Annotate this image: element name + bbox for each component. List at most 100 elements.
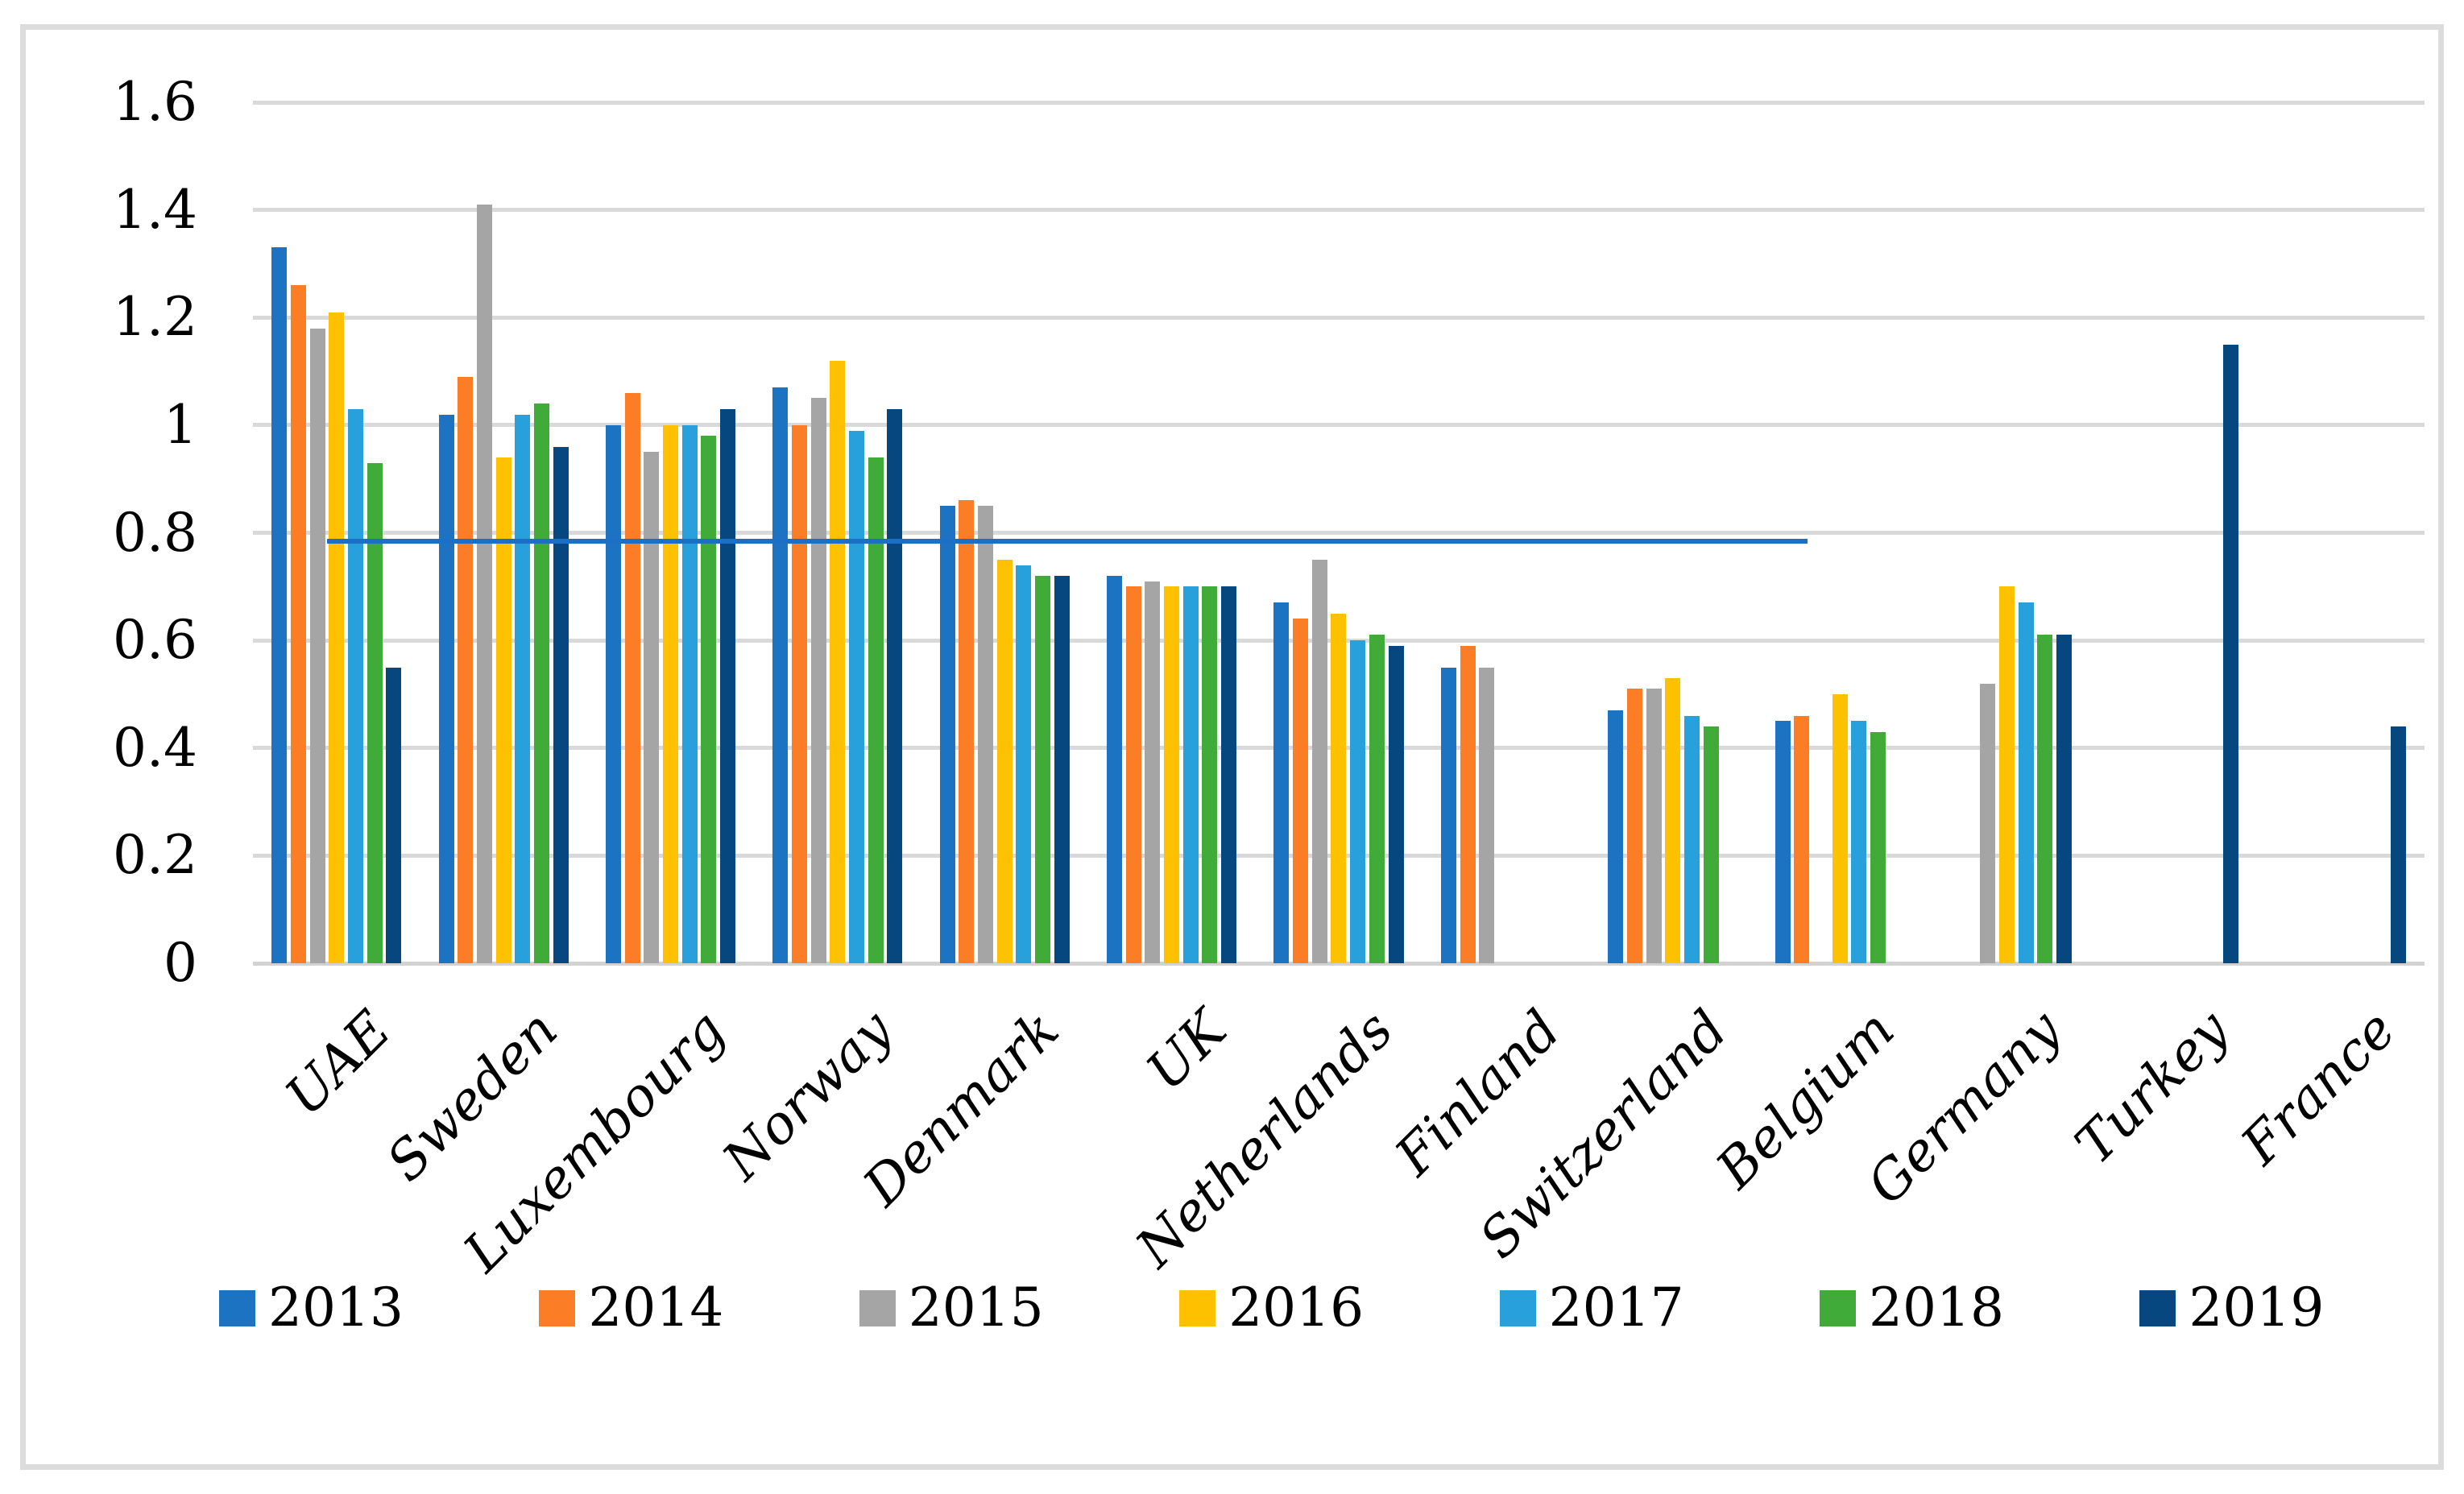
- gridline-0.8: [253, 531, 2425, 535]
- bar-switzerland-2017: [1683, 715, 1700, 963]
- category-group-luxembourg: [587, 102, 754, 963]
- bar-uae-2017: [347, 408, 363, 963]
- legend-swatch-2018: [1820, 1289, 1856, 1326]
- bar-belgium-2016: [1832, 693, 1848, 963]
- bar-finland-2015: [1479, 667, 1495, 963]
- bar-denmark-2013: [939, 506, 955, 963]
- gridline-1.2: [253, 315, 2425, 320]
- bar-sweden-2016: [495, 457, 511, 963]
- bar-uae-2016: [329, 312, 345, 963]
- bar-norway-2019: [887, 408, 903, 963]
- bar-luxembourg-2016: [662, 424, 678, 963]
- bar-netherlands-2018: [1369, 635, 1385, 963]
- category-group-norway: [754, 102, 921, 963]
- bar-switzerland-2013: [1608, 710, 1624, 963]
- bar-france-2019: [2390, 726, 2406, 963]
- bar-norway-2013: [772, 387, 789, 963]
- bar-netherlands-2015: [1311, 559, 1327, 963]
- gridline-1.4: [253, 208, 2425, 213]
- y-tick-label-0.4: 0.4: [113, 716, 197, 779]
- legend-swatch-2013: [219, 1289, 255, 1326]
- category-group-uk: [1088, 102, 1255, 963]
- category-group-france: [2258, 102, 2425, 963]
- category-group-germany: [1924, 102, 2090, 963]
- bar-uae-2014: [290, 285, 306, 963]
- bar-uk-2015: [1145, 581, 1161, 963]
- legend-swatch-2016: [1179, 1289, 1216, 1326]
- bar-switzerland-2014: [1626, 689, 1642, 963]
- bar-uk-2017: [1182, 586, 1199, 963]
- bar-germany-2016: [1999, 586, 2015, 963]
- bar-denmark-2017: [1016, 565, 1032, 963]
- bar-denmark-2015: [978, 506, 994, 963]
- bar-finland-2013: [1440, 667, 1456, 963]
- legend-swatch-2014: [539, 1289, 576, 1326]
- y-tick-label-1: 1: [164, 393, 197, 456]
- bar-uk-2018: [1202, 586, 1218, 963]
- bar-belgium-2017: [1851, 721, 1867, 963]
- bar-germany-2017: [2018, 602, 2034, 963]
- bar-luxembourg-2014: [624, 392, 640, 963]
- bar-belgium-2014: [1794, 715, 1810, 963]
- bar-netherlands-2013: [1273, 602, 1290, 963]
- category-group-denmark: [921, 102, 1088, 963]
- bar-norway-2016: [830, 360, 846, 963]
- bar-netherlands-2016: [1331, 613, 1347, 963]
- bar-uk-2013: [1107, 575, 1123, 963]
- bar-switzerland-2018: [1703, 726, 1719, 963]
- bar-switzerland-2016: [1665, 677, 1681, 963]
- bar-norway-2015: [810, 398, 826, 963]
- bar-sweden-2017: [515, 414, 531, 963]
- y-tick-label-0: 0: [164, 932, 197, 994]
- bar-sweden-2013: [438, 414, 454, 963]
- bar-luxembourg-2018: [701, 436, 717, 963]
- category-group-finland: [1422, 102, 1589, 963]
- chart-border-frame: [20, 24, 2444, 1470]
- legend-item-2016: 2016: [1179, 1277, 1365, 1339]
- legend-item-2015: 2015: [859, 1277, 1044, 1339]
- y-tick-label-1.2: 1.2: [113, 286, 197, 349]
- bar-germany-2015: [1980, 683, 1996, 963]
- legend-item-2017: 2017: [1499, 1281, 1684, 1335]
- bar-luxembourg-2019: [720, 408, 736, 963]
- bar-germany-2018: [2037, 635, 2053, 963]
- bar-sweden-2018: [533, 404, 549, 963]
- bar-denmark-2016: [996, 559, 1013, 963]
- legend-swatch-2015: [859, 1289, 896, 1326]
- gridline-1: [253, 423, 2425, 428]
- bar-sweden-2014: [458, 376, 474, 963]
- bar-germany-2019: [2056, 635, 2073, 963]
- legend-label-2014: 2014: [588, 1277, 724, 1339]
- legend-item-2018: 2018: [1820, 1277, 2004, 1339]
- legend-label-2013: 2013: [268, 1277, 404, 1339]
- legend-item-2014: 2014: [539, 1277, 724, 1339]
- legend-swatch-2019: [2139, 1289, 2176, 1326]
- bar-sweden-2015: [476, 204, 492, 963]
- x-axis-line: [253, 961, 2425, 966]
- bar-luxembourg-2017: [681, 424, 698, 963]
- y-tick-label-0.6: 0.6: [113, 609, 197, 672]
- gridline-1.6: [253, 100, 2425, 105]
- bar-denmark-2018: [1035, 575, 1051, 963]
- bar-norway-2018: [868, 457, 884, 963]
- category-group-netherlands: [1255, 102, 1422, 963]
- bar-netherlands-2017: [1350, 640, 1366, 963]
- legend-label-2018: 2018: [1869, 1277, 2004, 1339]
- bar-sweden-2019: [553, 446, 569, 963]
- y-tick-label-1.6: 1.6: [113, 71, 197, 133]
- bar-uk-2016: [1164, 586, 1180, 963]
- legend-swatch-2017: [1499, 1289, 1536, 1326]
- y-tick-label-0.2: 0.2: [113, 824, 197, 887]
- legend-label-2016: 2016: [1228, 1277, 1365, 1339]
- y-tick-label-1.4: 1.4: [113, 178, 197, 241]
- bar-uae-2019: [386, 667, 402, 963]
- bar-switzerland-2015: [1646, 689, 1662, 963]
- category-group-sweden: [420, 102, 586, 963]
- category-group-turkey: [2090, 102, 2257, 963]
- bar-uae-2015: [309, 328, 325, 963]
- legend-label-2015: 2015: [908, 1277, 1044, 1339]
- bar-uk-2014: [1125, 586, 1141, 963]
- bar-netherlands-2014: [1293, 619, 1309, 963]
- reference-line: [326, 539, 1808, 544]
